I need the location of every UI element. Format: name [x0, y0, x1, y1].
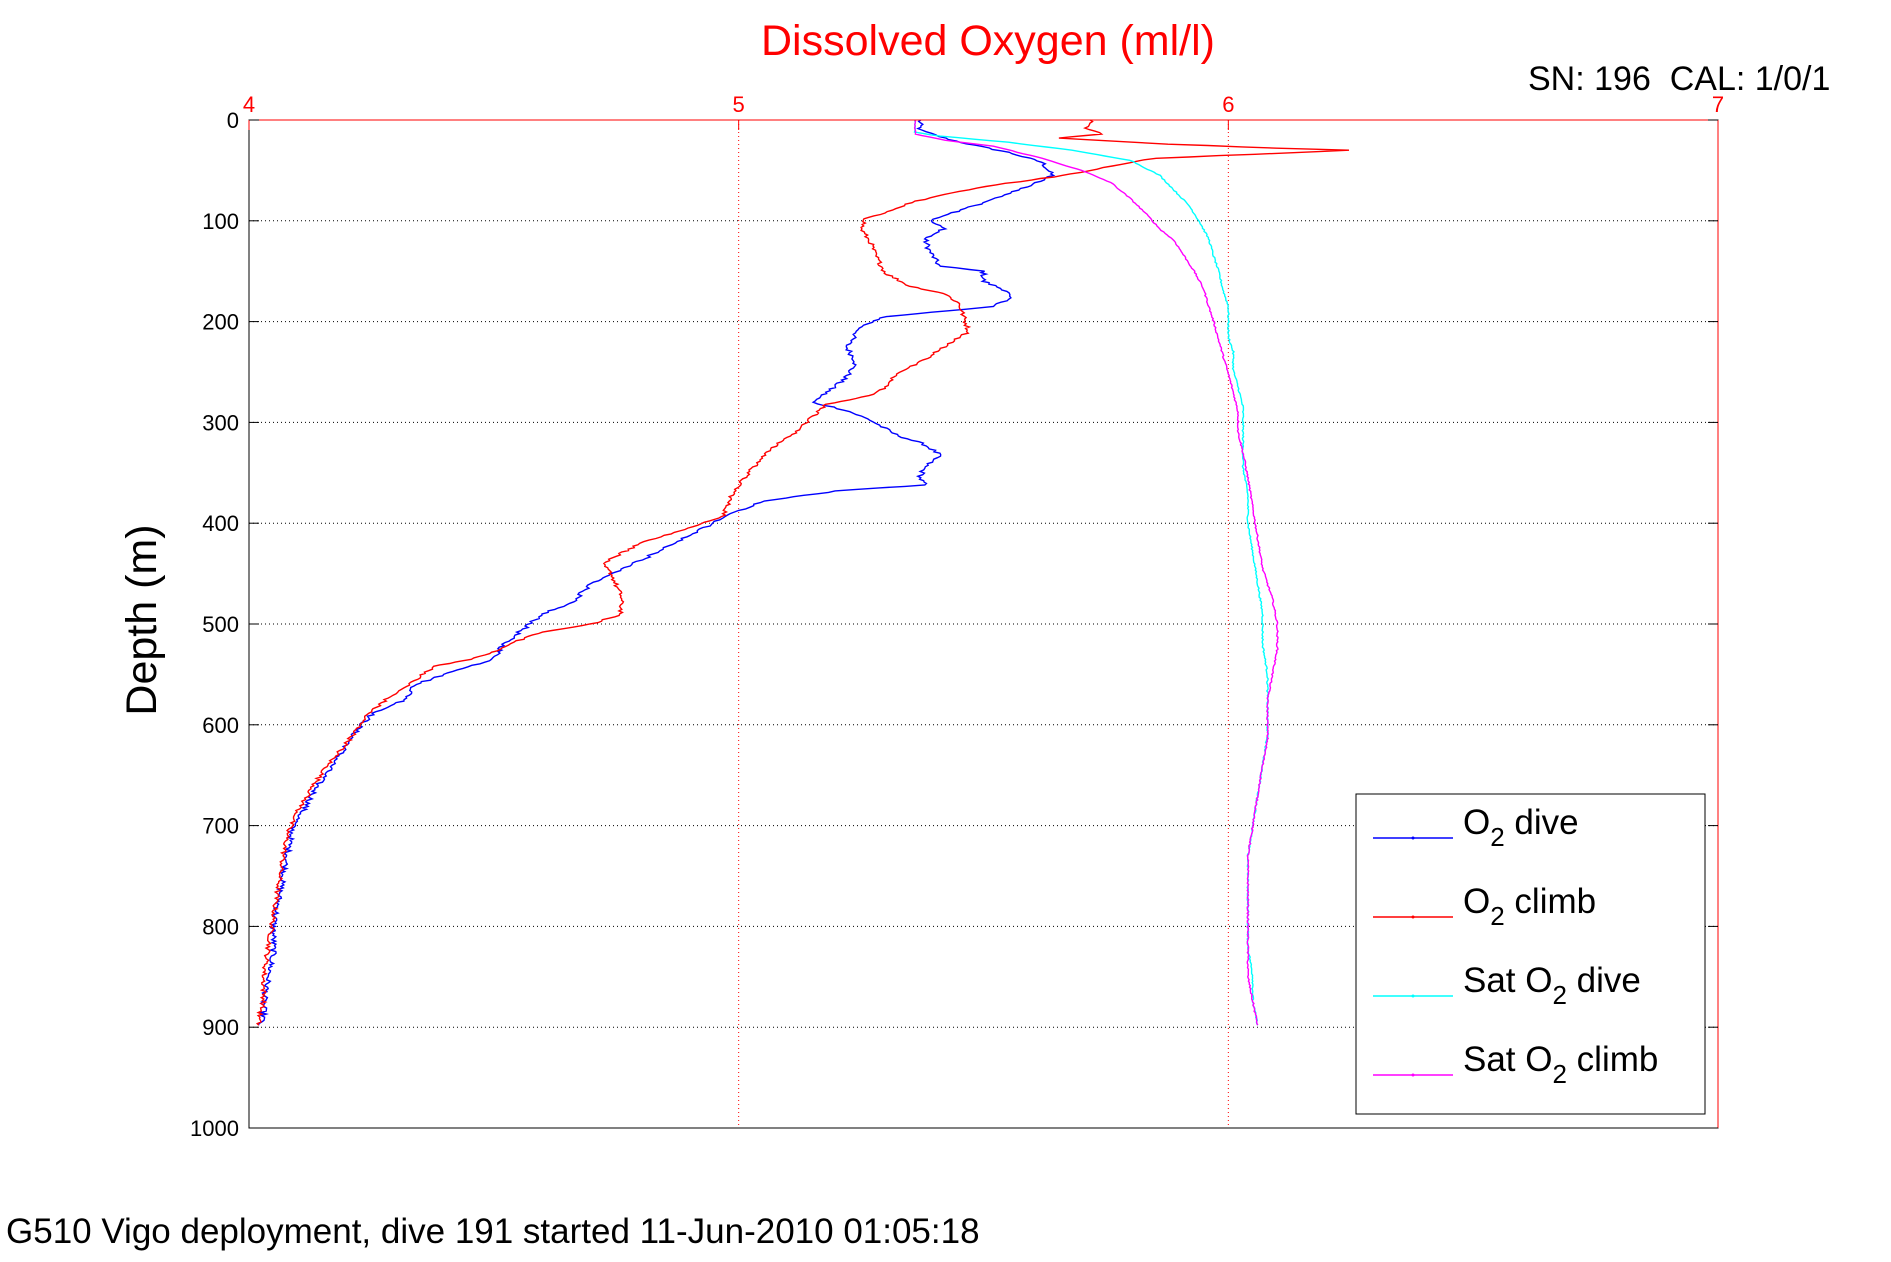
- x-tick-label: 4: [243, 92, 255, 117]
- y-tick-label: 700: [202, 814, 239, 839]
- y-tick-label: 400: [202, 511, 239, 536]
- y-tick-label: 0: [227, 108, 239, 133]
- series-line-o2-climb: [255, 119, 1350, 1026]
- x-tick-label: 6: [1222, 92, 1234, 117]
- y-tick-label: 500: [202, 612, 239, 637]
- legend-marker: [1411, 836, 1415, 840]
- series-lines: [255, 119, 1350, 1026]
- chart-title: Dissolved Oxygen (ml/l): [761, 17, 1215, 65]
- legend-label: Sat O2 dive: [1463, 961, 1641, 1010]
- legend-label: O2 dive: [1463, 803, 1579, 852]
- legend-marker: [1411, 915, 1415, 919]
- y-tick-label: 800: [202, 914, 239, 939]
- legend-label: Sat O2 climb: [1463, 1040, 1658, 1089]
- y-tick-label: 900: [202, 1015, 239, 1040]
- legend-box: [1355, 793, 1706, 1115]
- y-tick-label: 1000: [190, 1116, 239, 1141]
- x-tick-label: 5: [733, 92, 745, 117]
- y-tick-label: 100: [202, 209, 239, 234]
- y-axis-label: Depth (m): [118, 524, 166, 715]
- series-line-o2-dive: [258, 119, 1056, 1026]
- series-line-sat-o2-climb: [913, 119, 1279, 1026]
- footer-caption: G510 Vigo deployment, dive 191 started 1…: [6, 1212, 980, 1251]
- calibration-label: SN: 196 CAL: 1/0/1: [1528, 60, 1830, 98]
- y-tick-label: 200: [202, 310, 239, 335]
- legend-marker: [1411, 994, 1415, 998]
- y-tick-label: 300: [202, 410, 239, 435]
- legend-marker: [1411, 1073, 1415, 1077]
- legend-label: O2 climb: [1463, 882, 1596, 931]
- x-tick-label: 7: [1712, 92, 1724, 117]
- legend: O2 dive O2 climb Sat O2 dive Sat O2 climb: [1355, 793, 1706, 1115]
- axis-ticks: 4 5 6 7 0 100 200 300 400 500 600 700 800 900 1000: [190, 92, 1724, 1141]
- y-tick-label: 600: [202, 713, 239, 738]
